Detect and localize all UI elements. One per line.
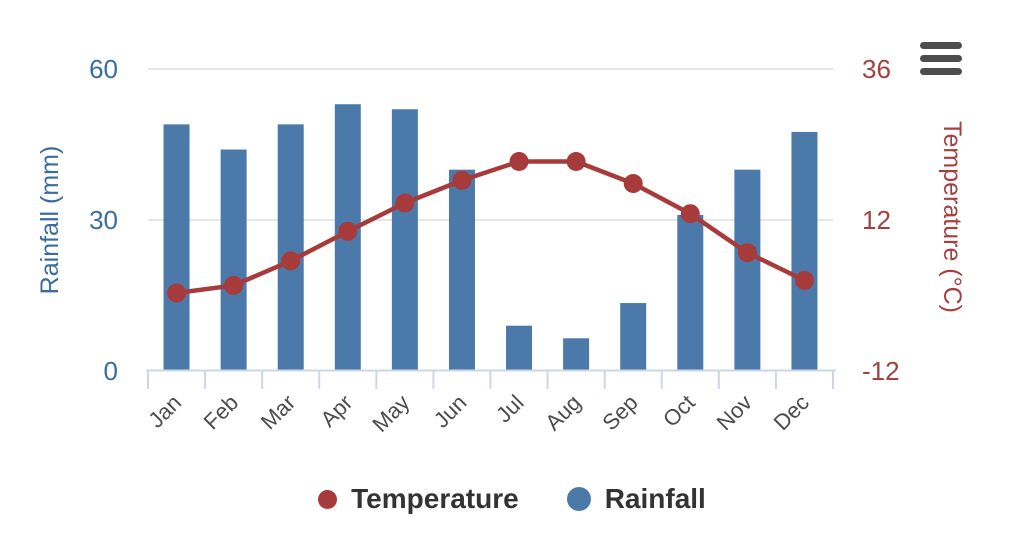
rainfall-bar-May[interactable]: [391, 109, 418, 372]
temperature-point-Jan[interactable]: [167, 283, 187, 303]
x-axis-label-Nov: Nov: [712, 390, 757, 435]
right-axis-label-36: 36: [862, 54, 891, 84]
menu-bar: [920, 68, 962, 75]
x-axis-label-Mar: Mar: [256, 390, 300, 434]
temperature-point-Jun[interactable]: [452, 170, 472, 190]
rainfall-bar-Jul[interactable]: [506, 325, 533, 371]
legend-item-rainfall[interactable]: Rainfall: [566, 483, 706, 515]
hamburger-menu-icon[interactable]: [920, 42, 962, 75]
x-axis-label-Apr: Apr: [315, 390, 357, 432]
rainfall-legend-marker-icon: [566, 487, 591, 511]
x-axis-label-Jun: Jun: [429, 390, 472, 433]
temperature-point-Sep[interactable]: [623, 174, 643, 194]
rainfall-bar-Aug[interactable]: [563, 338, 590, 371]
right-axis-label--12: -12: [862, 356, 900, 386]
temperature-point-Oct[interactable]: [680, 204, 700, 224]
menu-bar: [920, 55, 962, 62]
rainfall-bar-Mar[interactable]: [277, 124, 304, 371]
right-axis-title: Temperature (°C): [938, 121, 966, 313]
left-axis-label-60: 60: [89, 54, 118, 84]
temperature-legend-marker-icon: [318, 489, 338, 509]
legend: Temperature Rainfall: [0, 480, 1024, 518]
rainfall-bar-Nov[interactable]: [734, 169, 761, 371]
temperature-point-Jul[interactable]: [509, 151, 529, 171]
temperature-point-Dec[interactable]: [794, 270, 814, 290]
left-axis-label-0: 0: [104, 356, 118, 386]
temperature-point-Nov[interactable]: [737, 243, 757, 263]
rainfall-bar-Dec[interactable]: [791, 131, 818, 371]
temperature-point-Aug[interactable]: [566, 151, 586, 171]
legend-item-temperature[interactable]: Temperature: [318, 483, 519, 515]
x-axis-label-May: May: [367, 390, 414, 437]
right-axis-labels: -12 12 36: [862, 54, 900, 386]
x-axis-label-Jul: Jul: [491, 390, 529, 428]
rainfall-legend-label: Rainfall: [604, 483, 706, 514]
temperature-line[interactable]: [176, 159, 806, 296]
left-axis-labels: 0 30 60: [89, 54, 118, 386]
rainfall-bar-Sep[interactable]: [620, 303, 647, 371]
rainfall-bar-Jan[interactable]: [163, 124, 190, 371]
temperature-point-Apr[interactable]: [338, 221, 358, 241]
x-axis-label-Aug: Aug: [540, 390, 585, 435]
temperature-series: [167, 151, 814, 303]
temperature-legend-label: Temperature: [351, 483, 519, 514]
x-axis: [146, 369, 836, 389]
rainfall-bar-Feb[interactable]: [220, 149, 247, 371]
x-axis-label-Sep: Sep: [597, 390, 642, 435]
temperature-point-May[interactable]: [395, 193, 415, 213]
rainfall-bar-Oct[interactable]: [677, 214, 704, 371]
temperature-point-Mar[interactable]: [281, 251, 301, 271]
left-axis-label-30: 30: [89, 205, 118, 235]
rainfall-bar-Jun[interactable]: [448, 169, 475, 371]
x-axis-label-Dec: Dec: [769, 390, 814, 435]
x-axis-label-Jan: Jan: [143, 390, 186, 433]
x-axis-label-Feb: Feb: [199, 390, 243, 434]
right-axis-label-12: 12: [862, 205, 891, 235]
left-axis-title: Rainfall (mm): [36, 146, 64, 295]
menu-bar: [920, 42, 962, 49]
temperature-point-Feb[interactable]: [224, 275, 244, 295]
rainfall-bars: [163, 104, 818, 372]
gridlines: [148, 68, 833, 221]
x-axis-label-Oct: Oct: [658, 390, 700, 432]
x-axis-labels: Jan Feb Mar Apr May Jun Jul Aug Sep Oct Nov Dec: [143, 390, 814, 437]
